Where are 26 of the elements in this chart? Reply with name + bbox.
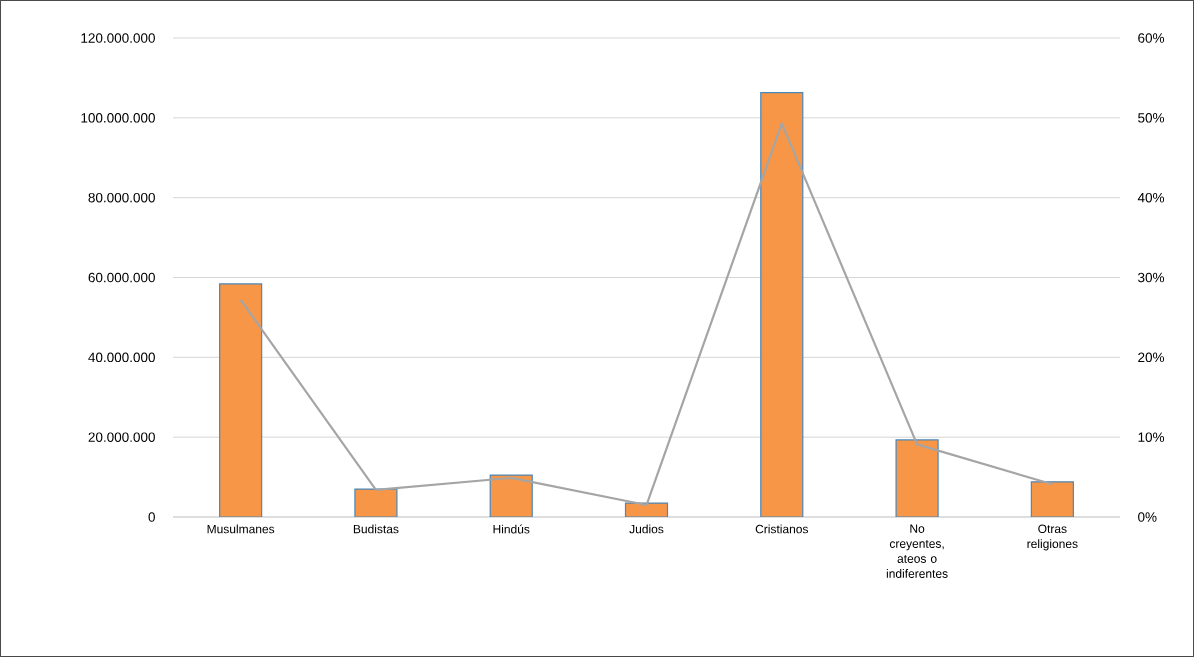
y2-tick-label: 20% bbox=[1138, 352, 1165, 363]
bar bbox=[760, 92, 804, 517]
x-tick-label: Otras religiones bbox=[1027, 524, 1078, 551]
y2-tick-label: 40% bbox=[1137, 192, 1165, 203]
x-tick-label: Budistas bbox=[353, 524, 399, 534]
bar bbox=[219, 283, 263, 517]
y-tick-label: 120.000.000 bbox=[81, 33, 155, 43]
x-tick-label: No creyentes, ateos o indiferentes bbox=[886, 524, 948, 578]
y2-tick-label: 50% bbox=[1138, 113, 1165, 123]
x-tick-label: Hindús bbox=[493, 524, 530, 534]
y2-tick-label: 30% bbox=[1138, 272, 1165, 283]
x-tick-label: Cristianos bbox=[755, 524, 809, 534]
y-tick-label: 20.000.000 bbox=[88, 432, 155, 442]
y2-tick-label: 10% bbox=[1138, 432, 1165, 442]
y-tick-label: 100.000.000 bbox=[81, 113, 155, 123]
y2-tick-label: 0% bbox=[1138, 512, 1157, 522]
x-tick-label: Musulmanes bbox=[207, 524, 275, 534]
y-tick-label: 80.000.000 bbox=[88, 192, 155, 203]
y-tick-label: 40.000.000 bbox=[88, 352, 155, 363]
bar bbox=[895, 439, 939, 517]
bar bbox=[1030, 481, 1074, 517]
line-series bbox=[239, 122, 1054, 507]
y-tick-label: 0 bbox=[148, 512, 155, 522]
y-tick-label: 60.000.000 bbox=[88, 272, 155, 283]
x-tick-label: Judios bbox=[629, 524, 664, 534]
y2-tick-label: 60% bbox=[1138, 33, 1165, 43]
